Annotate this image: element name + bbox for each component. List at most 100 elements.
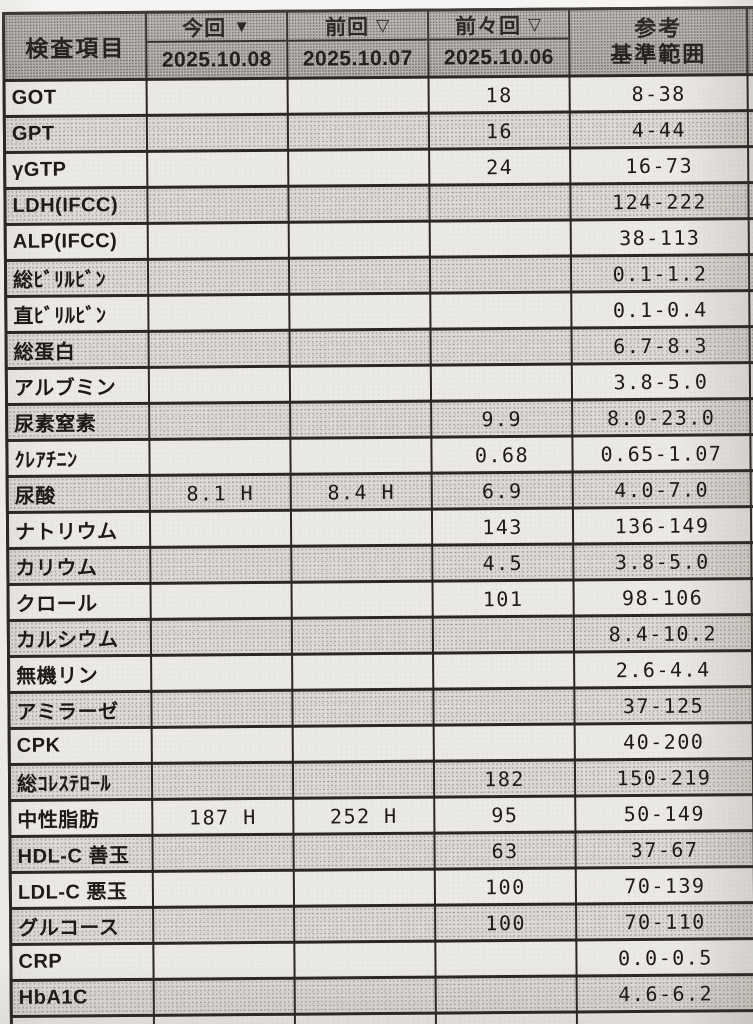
header-visit-current: 今回 ▼ 2025.10.08 bbox=[147, 12, 287, 78]
cell-previous-value bbox=[292, 618, 433, 653]
cell-reference-range: 3.8-5.0 bbox=[572, 364, 750, 399]
table-row: 尿酸 8.1 H 8.4 H 6.9 4.0-7.0 bbox=[8, 471, 753, 511]
row-test-name: GOT bbox=[5, 80, 146, 115]
row-test-name: ナトリウム bbox=[8, 512, 150, 547]
cell-reference-range: 37-125 bbox=[575, 688, 752, 723]
header-clipped-column bbox=[748, 8, 753, 74]
row-test-name: γGTP bbox=[6, 152, 147, 187]
header-visit-current-date: 2025.10.08 bbox=[161, 47, 273, 72]
table-row: 直ﾋﾞﾘﾙﾋﾞﾝ 0.1-0.4 bbox=[7, 291, 753, 331]
cell-current-value bbox=[152, 655, 292, 690]
table-row: 無機リン 2.6-4.4 bbox=[10, 651, 753, 691]
cell-previous-value bbox=[293, 690, 433, 725]
cell-reference-range: 0.65-1.07 bbox=[573, 436, 750, 471]
cell-before-previous-value bbox=[436, 941, 576, 976]
cell-reference-range: 136-149 bbox=[573, 508, 751, 543]
cell-before-previous-value: 63 bbox=[435, 833, 575, 868]
cell-current-value bbox=[154, 943, 294, 978]
header-visit-current-label: 今回 bbox=[182, 16, 227, 41]
table-header: 検査項目 今回 ▼ 2025.10.08 前回 ▽ 2025.10.07 bbox=[5, 8, 753, 79]
cell-before-previous-value bbox=[431, 293, 571, 328]
cell-before-previous-value bbox=[430, 185, 570, 220]
cell-before-previous-value: 6.9 bbox=[432, 473, 572, 508]
cell-previous-value bbox=[295, 978, 435, 1013]
cell-reference-range: 4-44 bbox=[570, 112, 748, 147]
cell-before-previous-value: 24 bbox=[430, 149, 570, 184]
table-row: HDL-C 善玉 63 37-67 bbox=[11, 831, 753, 871]
cell-previous-value bbox=[289, 186, 429, 221]
table-row: グルコース 100 70-110 bbox=[12, 903, 753, 943]
table-row: アミラーゼ 37-125 bbox=[10, 687, 753, 727]
row-test-name: HbA1C bbox=[12, 980, 153, 1015]
table-row: LDH(IFCC) 124-222 bbox=[6, 183, 753, 223]
cell-clipped-column bbox=[748, 111, 753, 146]
filled-down-triangle-icon: ▼ bbox=[233, 17, 252, 37]
cell-reference-range: 2.6-4.4 bbox=[575, 652, 752, 687]
cell-current-value bbox=[147, 79, 287, 114]
cell-before-previous-value: 16 bbox=[429, 113, 570, 148]
cell-reference-range: 0.1-0.4 bbox=[572, 292, 749, 327]
row-test-name: 総ﾋﾞﾘﾙﾋﾞﾝ bbox=[6, 260, 148, 295]
row-test-name: GPT bbox=[5, 116, 147, 151]
cell-before-previous-value: 9.9 bbox=[432, 401, 572, 436]
header-item-column: 検査項目 bbox=[5, 13, 146, 79]
row-test-name: 尿酸 bbox=[8, 476, 149, 511]
cell-reference-range: 4.0-7.0 bbox=[573, 472, 750, 507]
cell-current-value: 187 H bbox=[153, 799, 293, 834]
cell-clipped-column bbox=[749, 147, 753, 182]
cell-current-value bbox=[154, 907, 294, 942]
cell-current-value bbox=[154, 979, 294, 1014]
cell-before-previous-value bbox=[434, 689, 574, 724]
cell-before-previous-value: 0.68 bbox=[432, 437, 572, 472]
row-test-name: アミラーゼ bbox=[10, 692, 151, 727]
row-test-name: クロール bbox=[9, 584, 150, 619]
cell-before-previous-value bbox=[430, 257, 571, 292]
outline-down-triangle-icon: ▽ bbox=[527, 14, 543, 34]
row-test-name: LDH(IFCC) bbox=[6, 188, 147, 223]
header-reference-line2: 基準範囲 bbox=[610, 41, 707, 68]
cell-previous-value bbox=[292, 546, 432, 581]
cell-before-previous-value: 182 bbox=[434, 761, 575, 796]
cell-reference-range: 3.8-5.0 bbox=[574, 544, 751, 579]
cell-reference-range: 8.0-23.0 bbox=[573, 400, 750, 435]
cell-previous-value bbox=[289, 150, 429, 185]
row-test-name: LDL-C 悪玉 bbox=[11, 872, 153, 907]
row-test-name: 無機リン bbox=[10, 656, 151, 691]
cell-current-value bbox=[148, 259, 289, 294]
cell-current-value bbox=[149, 367, 290, 402]
cell-clipped-column bbox=[748, 75, 753, 110]
table-row: 中性脂肪 187 H 252 H 95 50-149 bbox=[11, 795, 753, 835]
cell-reference-range: 16-73 bbox=[571, 148, 748, 183]
cell-clipped-column bbox=[749, 219, 753, 254]
cell-reference-range: 124-222 bbox=[571, 184, 748, 219]
cell-reference-range: 0.0-0.5 bbox=[577, 940, 753, 975]
cell-previous-value bbox=[290, 294, 430, 329]
cell-reference-range: 98-106 bbox=[574, 580, 751, 615]
cell-reference-range: 38-113 bbox=[571, 220, 748, 255]
cell-previous-value bbox=[294, 834, 434, 869]
row-test-name: カリウム bbox=[9, 548, 150, 583]
cell-before-previous-value: 95 bbox=[435, 797, 575, 832]
table-row: 総ｺﾚｽﾃﾛｰﾙ 182 150-219 bbox=[10, 759, 753, 799]
cell-reference-range: 50-149 bbox=[576, 796, 753, 831]
cell-before-previous-value: 18 bbox=[429, 77, 569, 112]
cell-current-value bbox=[152, 691, 292, 726]
cell-current-value bbox=[150, 511, 291, 546]
row-test-name: アルブミン bbox=[7, 368, 149, 403]
row-test-name: カルシウム bbox=[9, 620, 151, 655]
header-reference-range: 参考 基準範囲 bbox=[570, 9, 747, 75]
table-row: γGTP 24 16-73 bbox=[6, 147, 753, 187]
cell-previous-value bbox=[290, 366, 431, 401]
cell-current-value bbox=[153, 871, 294, 906]
cell-reference-range: 6.7-8.3 bbox=[572, 328, 749, 363]
header-visit-previous-label: 前回 bbox=[324, 15, 370, 39]
cell-previous-value bbox=[292, 582, 432, 617]
row-test-name: 総蛋白 bbox=[7, 332, 148, 367]
cell-before-previous-value bbox=[436, 977, 576, 1012]
cell-previous-value: 8.4 H bbox=[291, 474, 431, 509]
row-test-name: CRP bbox=[12, 944, 153, 979]
cell-previous-value bbox=[289, 258, 430, 293]
cell-current-value bbox=[149, 331, 289, 366]
cell-current-value bbox=[151, 619, 292, 654]
